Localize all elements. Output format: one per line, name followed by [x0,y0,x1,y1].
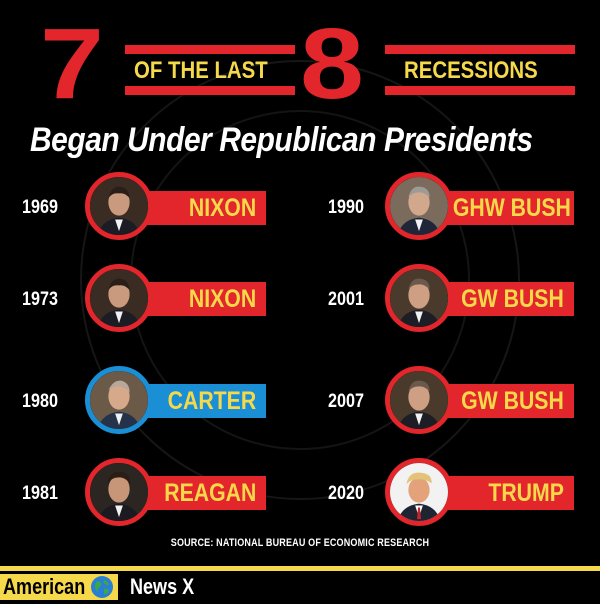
president-name: GHW BUSH [452,194,571,222]
president-name: NIXON [188,285,256,313]
header-recessions: RECESSIONS [404,57,538,84]
ghw-bush-portrait-icon [385,172,453,240]
gw-bush-portrait-icon [385,264,453,332]
brand-name-left[interactable]: American [3,574,86,599]
president-name: GW BUSH [461,285,564,313]
header-strip [385,45,575,54]
president-name: GW BUSH [461,387,564,415]
gw-bush-portrait-icon [385,366,453,434]
president-name: CARTER [167,387,256,415]
carter-portrait-icon [85,366,153,434]
brand-name-right[interactable]: News X [130,574,195,599]
year-label: 1981 [22,483,58,504]
year-label: 2007 [328,391,364,412]
name-bar-republican: GHW BUSH [432,191,574,225]
president-name: NIXON [188,194,256,222]
president-name: TRUMP [488,479,564,507]
year-label: 1980 [22,391,58,412]
nixon-portrait-icon [85,264,153,332]
year-label: 1990 [328,197,364,218]
name-bar-republican: GW BUSH [432,384,574,418]
name-bar-republican: TRUMP [432,476,574,510]
header-strip [385,86,575,95]
president-name: REAGAN [163,479,256,507]
header-of-the-last: OF THE LAST [134,57,268,84]
header-number-seven: 7 [40,8,104,120]
source-credit: SOURCE: NATIONAL BUREAU OF ECONOMIC RESE… [170,537,430,549]
year-label: 1969 [22,197,58,218]
header-strip [125,45,295,54]
header-strip [125,86,295,95]
subtitle: Began Under Republican Presidents [30,121,533,159]
footer-rule [0,566,600,571]
name-bar-republican: GW BUSH [432,282,574,316]
globe-icon [90,575,114,599]
year-label: 1973 [22,289,58,310]
year-label: 2001 [328,289,364,310]
watermark-seal [80,60,520,500]
header-number-eight: 8 [300,8,364,120]
reagan-portrait-icon [85,458,153,526]
year-label: 2020 [328,483,364,504]
trump-portrait-icon [385,458,453,526]
nixon-portrait-icon [85,172,153,240]
name-bar-republican: REAGAN [130,476,266,510]
